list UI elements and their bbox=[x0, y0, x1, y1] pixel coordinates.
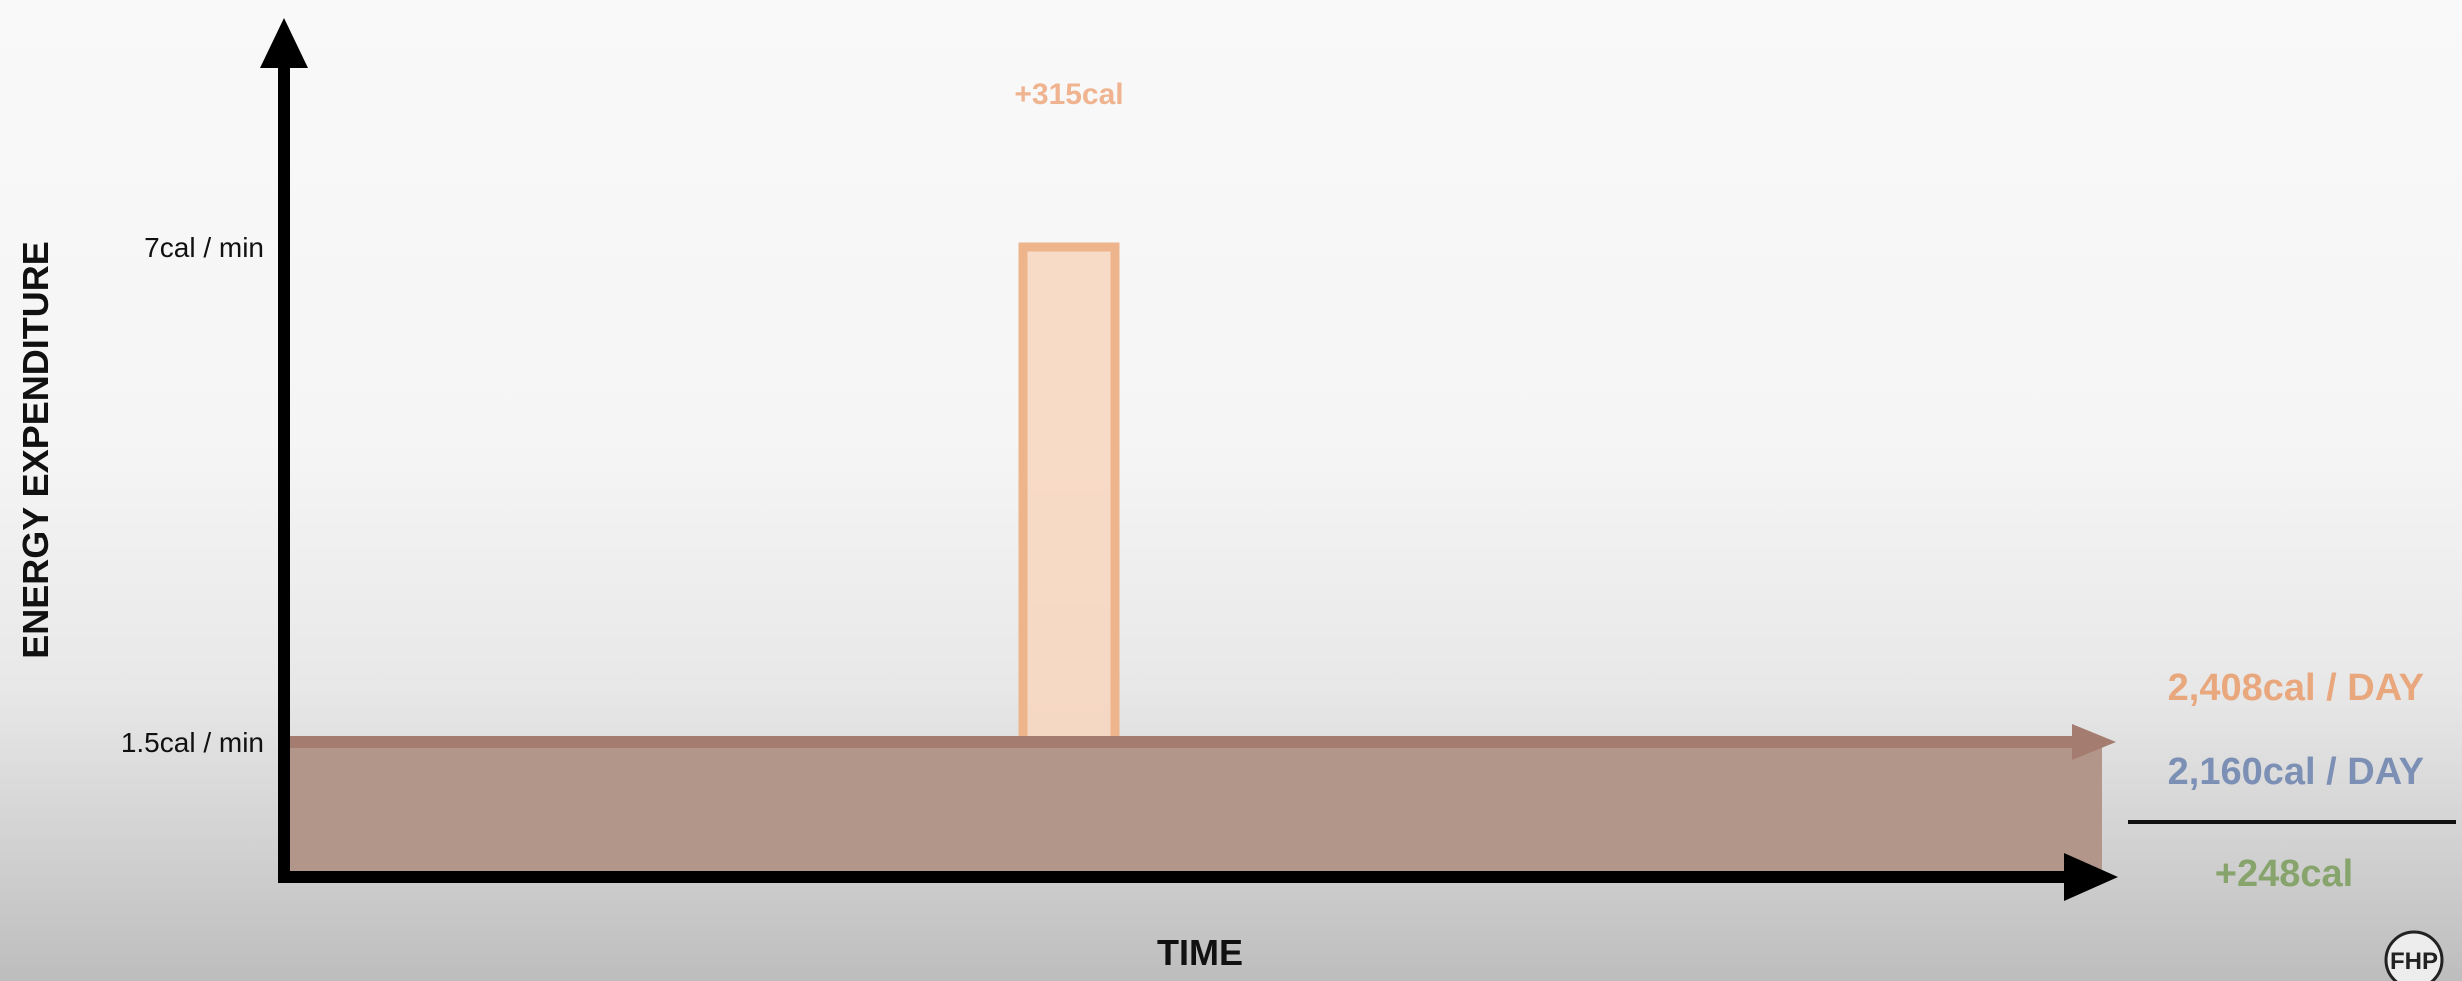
spike-label: +315cal bbox=[1014, 78, 1123, 111]
channel-logo: FHP bbox=[2384, 930, 2444, 981]
baseline-arrow-icon bbox=[2072, 724, 2116, 760]
summary-difference: +248cal bbox=[2215, 853, 2353, 895]
x-axis-arrow-icon bbox=[2064, 853, 2118, 901]
y-axis-arrow-icon bbox=[260, 18, 308, 68]
y-axis-title: ENERGY EXPENDITURE bbox=[15, 241, 56, 658]
logo-circle-icon bbox=[2384, 930, 2444, 981]
logo-text: FHP bbox=[2390, 948, 2438, 975]
x-axis-title: TIME bbox=[1157, 932, 1243, 973]
spike-bar bbox=[1018, 242, 1120, 747]
baseline-area bbox=[284, 742, 2102, 877]
summary-total-baseline: 2,160cal / DAY bbox=[2168, 751, 2424, 793]
y-tick-label-baseline: 1.5cal / min bbox=[121, 727, 264, 758]
summary-total-with-exercise: 2,408cal / DAY bbox=[2168, 667, 2424, 709]
y-tick-label-top: 7cal / min bbox=[144, 232, 264, 263]
